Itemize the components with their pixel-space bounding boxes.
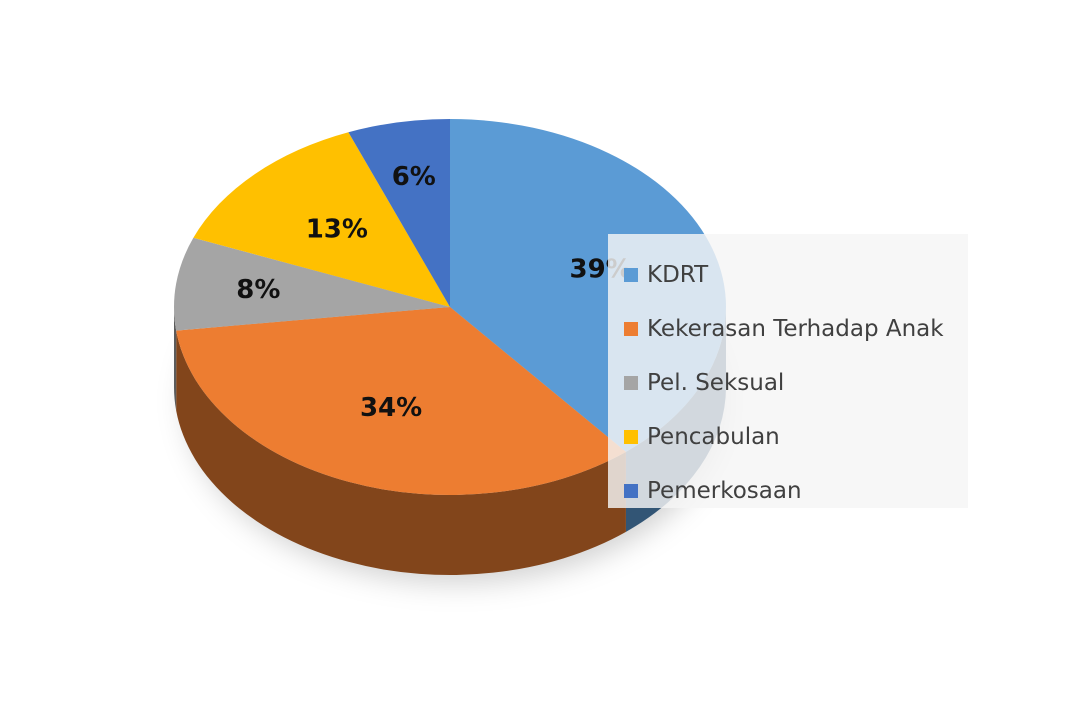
legend-swatch-pencabulan (624, 430, 638, 444)
legend-item-pencabulan: Pencabulan (624, 410, 968, 464)
legend-label-kdrt: KDRT (647, 262, 709, 288)
pie-slice-pencabulan (193, 132, 450, 307)
data-label-kekerasan-terhadap-anak: 34% (360, 393, 422, 423)
legend-item-pemerkosaan: Pemerkosaan (624, 464, 968, 518)
legend-swatch-pemerkosaan (624, 484, 638, 498)
pie-side-kekerasan-terhadap-anak (176, 330, 626, 575)
data-label-pemerkosaan: 6% (392, 162, 436, 192)
pie-slice-kekerasan-terhadap-anak (176, 307, 626, 495)
legend-label-pencabulan: Pencabulan (647, 424, 780, 450)
legend-swatch-kekerasan-terhadap-anak (624, 322, 638, 336)
data-label-pencabulan: 13% (306, 214, 368, 244)
data-label-pel-seksual: 8% (236, 275, 280, 305)
pie-slice-pemerkosaan (348, 119, 450, 307)
legend-label-kekerasan-terhadap-anak: Kekerasan Terhadap Anak (647, 316, 944, 342)
legend-item-pel-seksual: Pel. Seksual (624, 356, 968, 410)
legend-item-kdrt: KDRT (624, 248, 968, 302)
legend-label-pel-seksual: Pel. Seksual (647, 370, 785, 396)
pie-side-pel-seksual (174, 307, 177, 411)
legend-swatch-kdrt (624, 268, 638, 282)
legend-item-kekerasan-terhadap-anak: Kekerasan Terhadap Anak (624, 302, 968, 356)
chart-legend: KDRT Kekerasan Terhadap Anak Pel. Seksua… (608, 234, 968, 508)
legend-label-pemerkosaan: Pemerkosaan (647, 478, 802, 504)
legend-swatch-pel-seksual (624, 376, 638, 390)
pie-slice-pel-seksual (174, 237, 450, 331)
